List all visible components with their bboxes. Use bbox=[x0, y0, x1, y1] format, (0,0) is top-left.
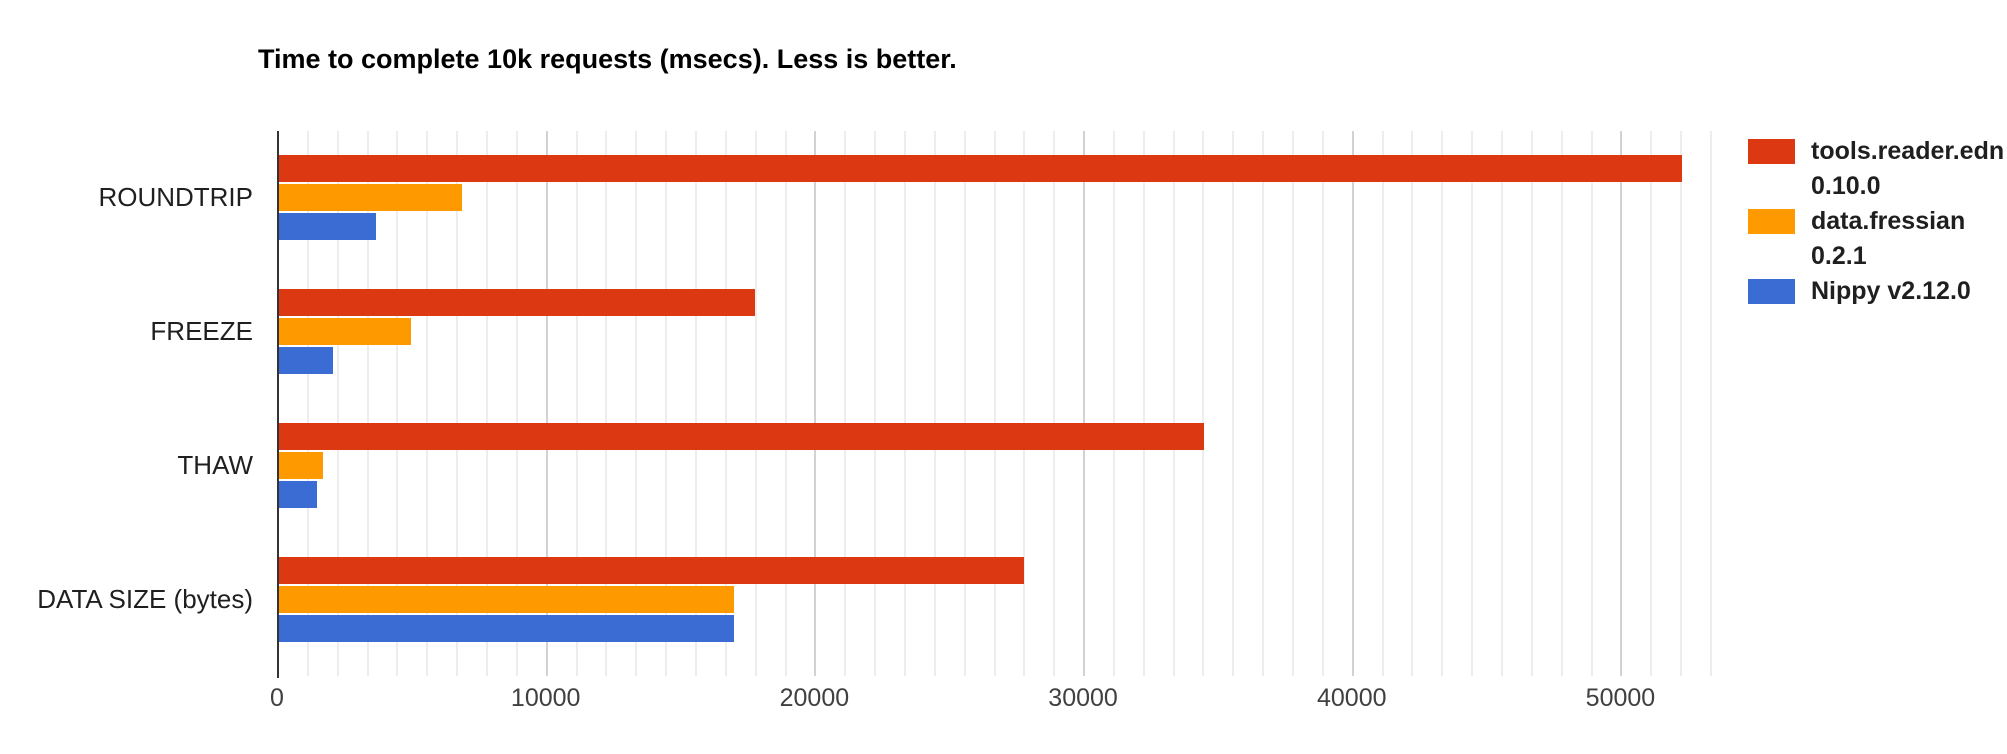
bar-thaw-series-2[interactable] bbox=[277, 480, 318, 508]
bar-data-size-bytes-series-2[interactable] bbox=[277, 614, 734, 642]
minor-gridline bbox=[426, 131, 429, 676]
bar-data-size-bytes-series-1[interactable] bbox=[277, 585, 734, 613]
minor-gridline bbox=[336, 131, 339, 676]
minor-gridline bbox=[515, 131, 518, 676]
major-gridline bbox=[1083, 131, 1086, 676]
category-label: DATA SIZE (bytes) bbox=[37, 583, 253, 614]
minor-gridline bbox=[903, 131, 906, 676]
minor-gridline bbox=[1321, 131, 1324, 676]
x-tick-label: 30000 bbox=[1048, 684, 1118, 712]
minor-gridline bbox=[366, 131, 369, 676]
bar-thaw-series-1[interactable] bbox=[277, 451, 323, 479]
minor-gridline bbox=[456, 131, 459, 676]
minor-gridline bbox=[1530, 131, 1533, 676]
bar-roundtrip-series-1[interactable] bbox=[277, 184, 463, 212]
bar-group bbox=[277, 131, 1710, 265]
minor-gridline bbox=[874, 131, 877, 676]
legend-item: data.fressian 0.2.1 bbox=[1748, 204, 1998, 274]
bar-data-size-bytes-series-0[interactable] bbox=[277, 556, 1024, 584]
minor-gridline bbox=[635, 131, 638, 676]
minor-gridline bbox=[1411, 131, 1414, 676]
minor-gridline bbox=[1590, 131, 1593, 676]
legend-label: tools.reader.edn 0.10.0 bbox=[1811, 137, 2005, 200]
legend-swatch bbox=[1748, 209, 1795, 234]
minor-gridline bbox=[1710, 131, 1712, 676]
minor-gridline bbox=[1381, 131, 1384, 676]
minor-gridline bbox=[575, 131, 578, 676]
minor-gridline bbox=[933, 131, 936, 676]
x-axis-tick-labels: 0 10000 20000 30000 40000 50000 bbox=[270, 684, 1710, 718]
major-gridline bbox=[1351, 131, 1354, 676]
bar-freeze-series-1[interactable] bbox=[277, 318, 412, 346]
category-label: FREEZE bbox=[150, 316, 253, 347]
y-axis-line bbox=[277, 131, 279, 678]
major-gridline bbox=[1620, 131, 1623, 676]
x-tick-label: 20000 bbox=[779, 684, 850, 712]
legend: tools.reader.edn 0.10.0 data.fressian 0.2… bbox=[1748, 134, 2005, 309]
minor-gridline bbox=[844, 131, 847, 676]
plot-area bbox=[277, 131, 1712, 678]
x-tick-label: 50000 bbox=[1585, 684, 1656, 712]
minor-gridline bbox=[306, 131, 309, 676]
minor-gridline bbox=[1053, 131, 1056, 676]
bar-roundtrip-series-0[interactable] bbox=[277, 155, 1683, 183]
minor-gridline bbox=[1292, 131, 1295, 676]
bar-group bbox=[277, 399, 1710, 533]
category-label: ROUNDTRIP bbox=[98, 182, 253, 213]
category-label: THAW bbox=[177, 449, 253, 480]
minor-gridline bbox=[1501, 131, 1504, 676]
minor-gridline bbox=[1232, 131, 1235, 676]
minor-gridline bbox=[1202, 131, 1205, 676]
legend-swatch bbox=[1748, 139, 1795, 164]
bar-thaw-series-0[interactable] bbox=[277, 422, 1204, 450]
bar-group bbox=[277, 532, 1710, 666]
legend-item: tools.reader.edn 0.10.0 bbox=[1748, 134, 2005, 204]
minor-gridline bbox=[724, 131, 727, 676]
minor-gridline bbox=[1650, 131, 1653, 676]
minor-gridline bbox=[485, 131, 488, 676]
legend-swatch bbox=[1748, 279, 1795, 304]
major-gridline bbox=[545, 131, 548, 676]
minor-gridline bbox=[1172, 131, 1175, 676]
minor-gridline bbox=[993, 131, 996, 676]
bar-freeze-series-0[interactable] bbox=[277, 289, 756, 317]
x-tick-label: 40000 bbox=[1316, 684, 1387, 712]
legend-label: data.fressian 0.2.1 bbox=[1811, 207, 1966, 270]
x-tick-label: 0 bbox=[270, 684, 284, 712]
x-tick-label: 10000 bbox=[510, 684, 581, 712]
minor-gridline bbox=[784, 131, 787, 676]
minor-gridline bbox=[1471, 131, 1474, 676]
minor-gridline bbox=[605, 131, 608, 676]
bar-group bbox=[277, 265, 1710, 399]
minor-gridline bbox=[1112, 131, 1115, 676]
major-gridline bbox=[814, 131, 817, 676]
legend-item: Nippy v2.12.0 bbox=[1748, 274, 1998, 309]
minor-gridline bbox=[1680, 131, 1683, 676]
minor-gridline bbox=[665, 131, 668, 676]
minor-gridline bbox=[694, 131, 697, 676]
bar-freeze-series-2[interactable] bbox=[277, 347, 334, 375]
minor-gridline bbox=[1262, 131, 1265, 676]
minor-gridline bbox=[1023, 131, 1026, 676]
chart-title: Time to complete 10k requests (msecs). L… bbox=[258, 44, 957, 74]
minor-gridline bbox=[396, 131, 399, 676]
minor-gridline bbox=[1142, 131, 1145, 676]
minor-gridline bbox=[963, 131, 966, 676]
minor-gridline bbox=[1560, 131, 1563, 676]
bar-roundtrip-series-2[interactable] bbox=[277, 213, 377, 241]
y-axis-labels: ROUNDTRIP FREEZE THAW DATA SIZE (bytes) bbox=[0, 131, 253, 666]
minor-gridline bbox=[1441, 131, 1444, 676]
minor-gridline bbox=[754, 131, 757, 676]
legend-label: Nippy v2.12.0 bbox=[1811, 277, 1971, 305]
